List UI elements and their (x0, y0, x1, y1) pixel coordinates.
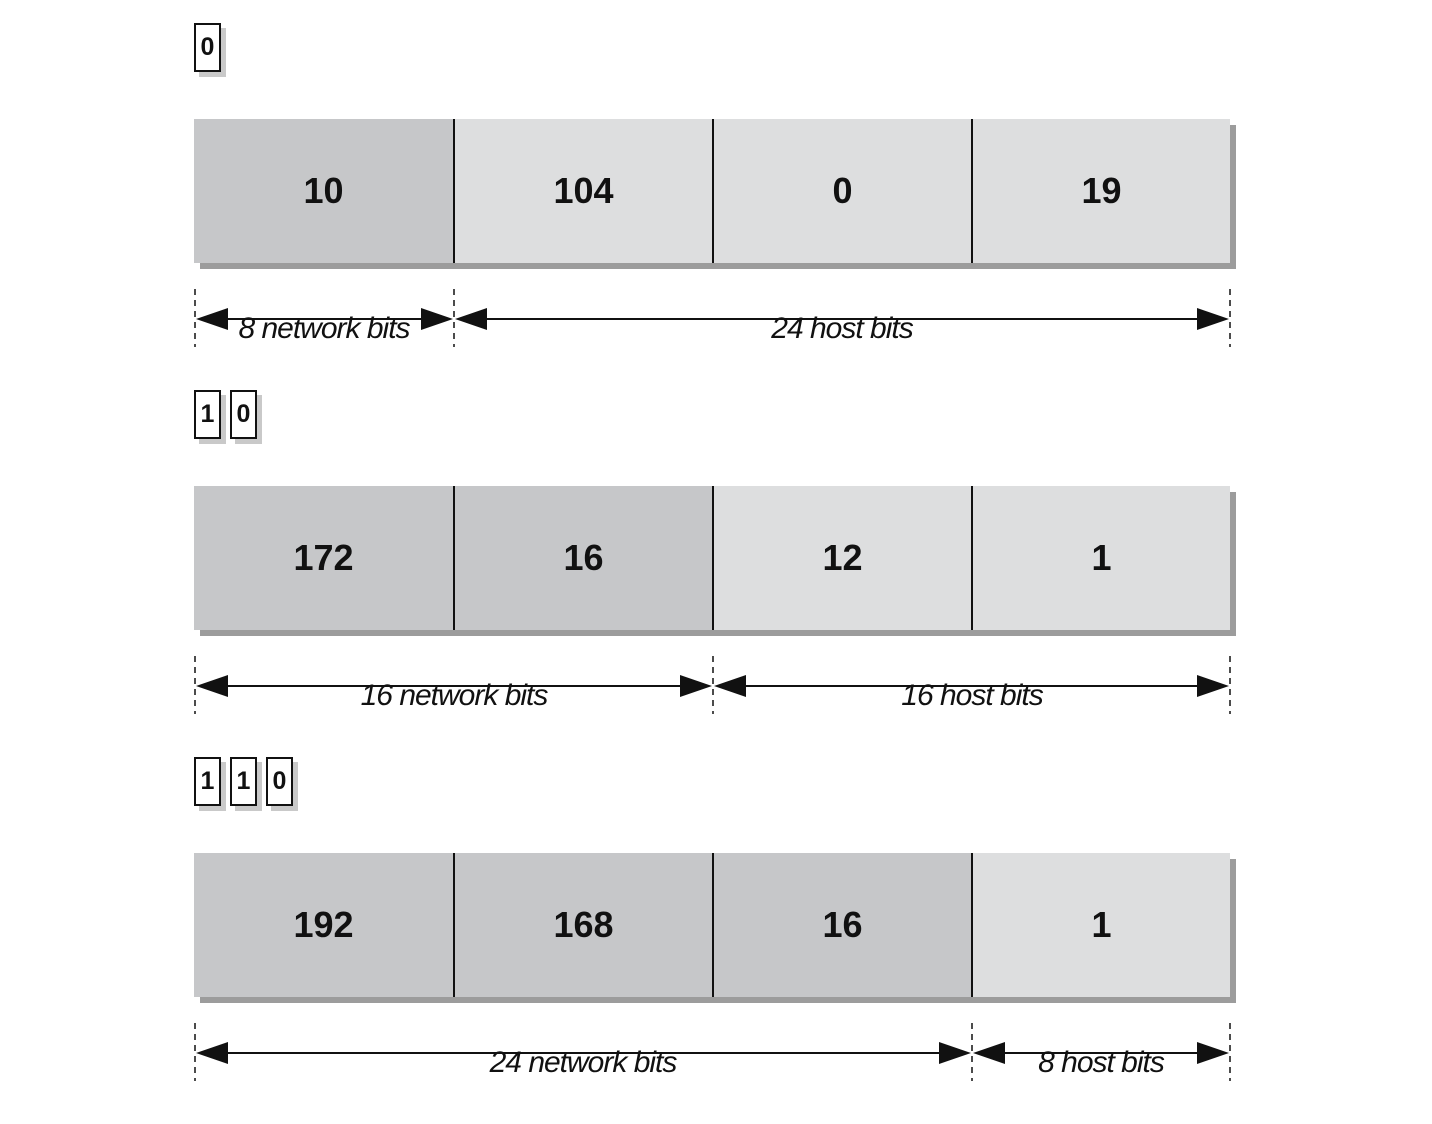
octet-cell: 1 (971, 486, 1230, 630)
bit-split-dimension (0, 1023, 1432, 1083)
arrowhead-left (196, 308, 228, 330)
arrowhead-right (680, 675, 712, 697)
octet-cell: 1 (971, 853, 1230, 997)
network-bits-label: 8 network bits (238, 312, 410, 345)
class-b-group: 1 0 172 16 12 1 16 network bits 16 host … (0, 390, 1432, 757)
arrowhead-left (196, 1042, 228, 1064)
octet-cell: 16 (712, 853, 971, 997)
octet-cell: 192 (194, 853, 453, 997)
arrowhead-right (421, 308, 453, 330)
octet-cell: 10 (194, 119, 453, 263)
arrowhead-left (973, 1042, 1005, 1064)
class-c-group: 1 1 0 192 168 16 1 24 network bits 8 (0, 757, 1432, 1124)
class-bit: 1 (194, 757, 221, 806)
class-a-group: 0 10 104 0 19 8 network bits 24 host bit… (0, 23, 1432, 390)
address-bar: 192 168 16 1 (194, 853, 1230, 997)
class-bit: 0 (266, 757, 293, 806)
dimension-arrows (194, 1023, 1231, 1081)
arrowhead-right (939, 1042, 971, 1064)
network-bits-label: 16 network bits (360, 679, 549, 712)
class-bit: 1 (230, 757, 257, 806)
arrowhead-left (196, 675, 228, 697)
bit-split-dimension (0, 656, 1432, 716)
octet-cell: 172 (194, 486, 453, 630)
arrowhead-left (455, 308, 487, 330)
octet-cell: 19 (971, 119, 1230, 263)
host-bits-label: 24 host bits (771, 312, 913, 345)
class-bit: 0 (194, 23, 221, 72)
host-bits-label: 8 host bits (1038, 1046, 1165, 1079)
arrowhead-right (1197, 308, 1229, 330)
octet-cell: 0 (712, 119, 971, 263)
host-bits-label: 16 host bits (901, 679, 1043, 712)
address-bar: 172 16 12 1 (194, 486, 1230, 630)
octet-cell: 168 (453, 853, 712, 997)
arrowhead-right (1197, 675, 1229, 697)
bit-split-dimension (0, 289, 1432, 349)
network-bits-label: 24 network bits (489, 1046, 678, 1079)
dimension-arrows (194, 289, 1231, 347)
class-bit: 1 (194, 390, 221, 439)
octet-cell: 12 (712, 486, 971, 630)
octet-cell: 104 (453, 119, 712, 263)
arrowhead-right (1197, 1042, 1229, 1064)
octet-cell: 16 (453, 486, 712, 630)
arrowhead-left (714, 675, 746, 697)
address-bar: 10 104 0 19 (194, 119, 1230, 263)
dimension-arrows (194, 656, 1231, 714)
class-bit: 0 (230, 390, 257, 439)
